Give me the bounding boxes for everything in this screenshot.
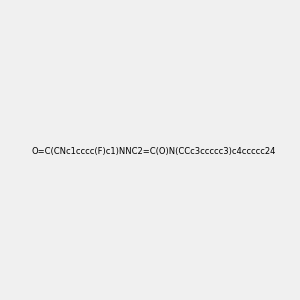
- Text: O=C(CNc1cccc(F)c1)NNC2=C(O)N(CCc3ccccc3)c4ccccc24: O=C(CNc1cccc(F)c1)NNC2=C(O)N(CCc3ccccc3)…: [32, 147, 276, 156]
